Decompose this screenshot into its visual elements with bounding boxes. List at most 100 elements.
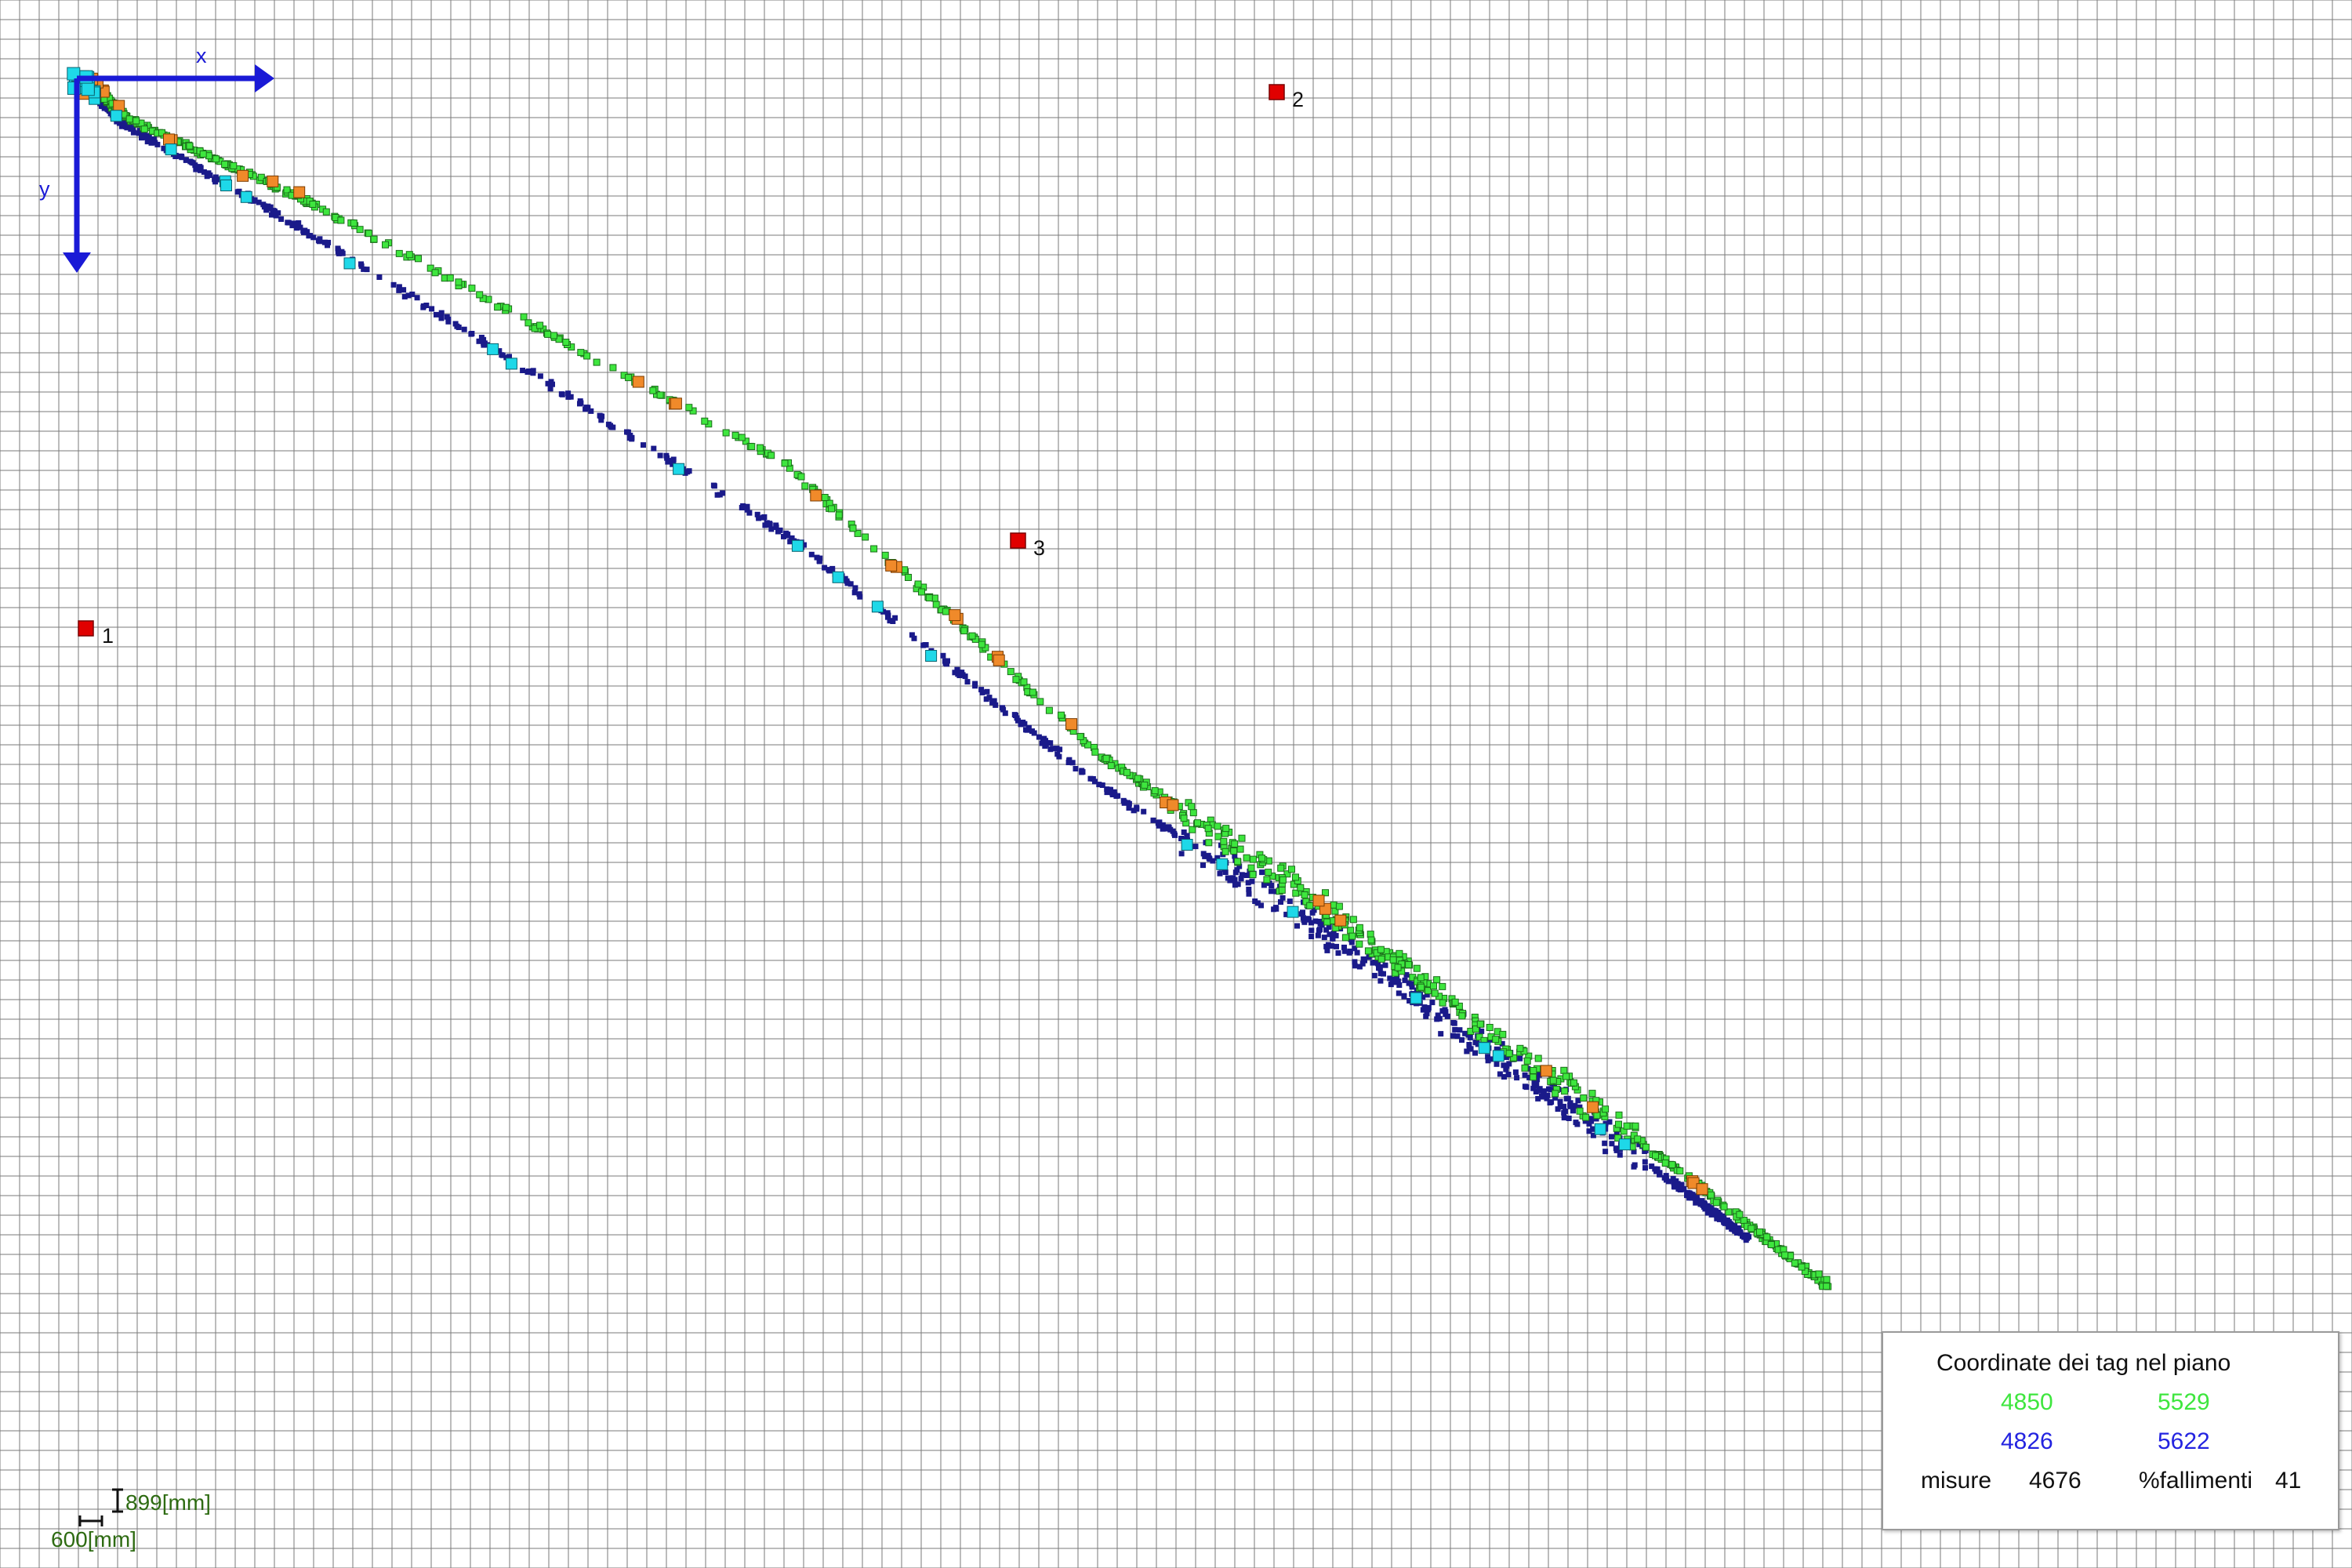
green-point: [370, 235, 378, 243]
navy-point: [964, 679, 971, 685]
navy-point: [263, 207, 270, 213]
navy-point: [1000, 706, 1007, 713]
cyan-marker: [673, 463, 685, 475]
navy-point: [1436, 1015, 1443, 1022]
navy-point: [1466, 1042, 1472, 1047]
navy-point: [141, 134, 147, 140]
navy-point: [829, 568, 836, 574]
navy-point: [100, 103, 106, 109]
navy-point: [746, 510, 753, 516]
cyan-marker: [1594, 1123, 1606, 1135]
green-point: [337, 216, 345, 224]
navy-point: [1631, 1163, 1637, 1170]
navy-point: [762, 522, 768, 528]
navy-point: [1377, 965, 1383, 971]
navy-point: [1238, 876, 1244, 882]
navy-point: [1531, 1083, 1537, 1089]
navy-point: [1570, 1108, 1576, 1114]
navy-point: [1501, 1074, 1507, 1080]
navy-point: [651, 445, 657, 452]
anchor-marker[interactable]: [1269, 84, 1285, 100]
green-point: [609, 364, 617, 372]
navy-point: [161, 145, 167, 151]
navy-point: [1722, 1220, 1728, 1226]
green-point: [1377, 946, 1385, 953]
anchor-label: 3: [1033, 536, 1045, 560]
navy-point: [1708, 1205, 1715, 1211]
green-point: [742, 437, 750, 445]
navy-point: [1613, 1131, 1620, 1138]
green-point: [1247, 864, 1255, 872]
navy-point: [1042, 743, 1048, 749]
navy-point: [1402, 977, 1408, 983]
anchor-1[interactable]: 1: [78, 620, 114, 648]
anchor-3[interactable]: 3: [1010, 532, 1045, 560]
navy-point: [1444, 1013, 1450, 1019]
green-point: [593, 358, 601, 366]
navy-point: [1590, 1132, 1596, 1138]
navy-point: [993, 702, 999, 708]
green-point: [797, 473, 805, 481]
green-point: [1798, 1263, 1806, 1271]
navy-point: [444, 314, 450, 320]
navy-point: [1170, 828, 1176, 834]
green-point: [801, 482, 809, 490]
navy-point: [291, 220, 297, 227]
green-point: [1221, 848, 1229, 855]
navy-point: [1505, 1072, 1512, 1077]
navy-point: [1294, 923, 1300, 929]
navy-point: [822, 564, 828, 571]
navy-point: [577, 398, 583, 405]
navy-point: [1232, 869, 1239, 876]
navy-point: [978, 687, 985, 693]
orange-marker: [267, 175, 279, 187]
anchor-marker[interactable]: [78, 620, 94, 637]
green-point: [870, 545, 878, 553]
green-point: [1417, 974, 1425, 982]
navy-point: [1389, 977, 1396, 982]
navy-point: [1230, 875, 1236, 881]
navy-point: [1335, 950, 1341, 956]
green-point: [1377, 955, 1385, 963]
navy-point: [481, 342, 487, 348]
green-point: [356, 226, 364, 234]
y-axis-arrowhead: [63, 252, 91, 273]
anchor-marker[interactable]: [1010, 532, 1026, 549]
green-point: [1188, 803, 1196, 811]
navy-point: [1348, 939, 1355, 946]
navy-point: [1115, 793, 1121, 799]
navy-point: [1315, 932, 1321, 938]
navy-point: [1057, 746, 1063, 753]
green-point: [738, 434, 746, 441]
green-point: [1029, 688, 1036, 696]
anchor-2[interactable]: 2: [1269, 84, 1304, 111]
green-point: [283, 186, 291, 194]
green-point: [1180, 815, 1188, 822]
green-point: [365, 230, 372, 238]
navy-point: [496, 348, 503, 354]
green-point: [1283, 870, 1291, 878]
navy-point: [957, 671, 964, 677]
green-point: [1823, 1276, 1831, 1283]
navy-point: [885, 614, 891, 620]
green-point: [1767, 1241, 1775, 1248]
green-point: [1712, 1199, 1720, 1207]
green-point: [1458, 1012, 1466, 1020]
navy-point: [1099, 782, 1105, 788]
navy-point: [1232, 882, 1238, 888]
green-point: [1058, 711, 1065, 719]
green-point: [1417, 983, 1425, 991]
navy-point: [1104, 789, 1110, 796]
green-point: [199, 151, 207, 158]
navy-point: [1711, 1207, 1718, 1214]
cyan-marker: [871, 601, 884, 613]
navy-point: [1409, 984, 1415, 990]
navy-point: [1279, 895, 1286, 901]
green-point: [1499, 1030, 1507, 1038]
navy-point: [920, 642, 927, 648]
navy-point: [1665, 1178, 1671, 1185]
navy-point: [1395, 978, 1401, 985]
navy-point: [983, 696, 989, 702]
